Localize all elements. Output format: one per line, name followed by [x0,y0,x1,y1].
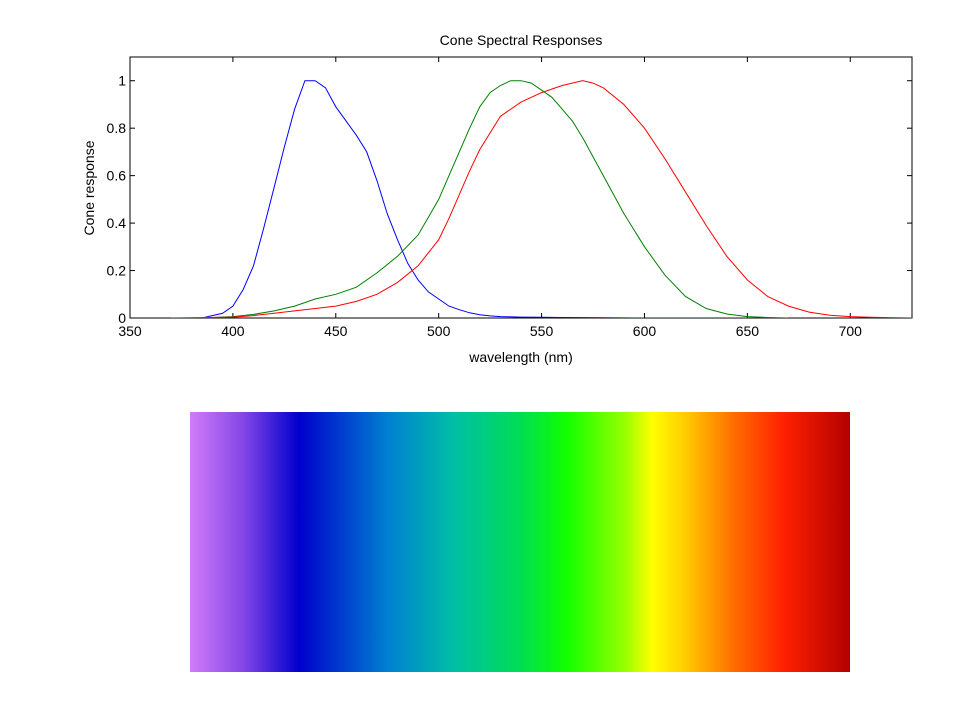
y-tick-label: 0.2 [107,263,127,279]
series-line-2 [171,80,912,318]
y-tick-label: 0.8 [107,120,127,136]
x-axis-label: wavelength (nm) [468,349,573,365]
x-tick-label: 650 [736,323,760,339]
y-axis-label: Cone response [81,140,97,235]
x-tick-label: 600 [633,323,657,339]
x-axis: 350 400 450 500 550 600 650 700 [118,57,862,339]
x-tick-label: 450 [324,323,348,339]
y-tick-label: 0.6 [107,168,127,184]
x-tick-label: 700 [839,323,863,339]
y-tick-label: 0.4 [107,215,127,231]
series-lines [171,80,912,318]
plot-area [129,56,913,319]
x-tick-label: 400 [221,323,245,339]
x-tick-label: 500 [427,323,451,339]
y-axis: 0 0.2 0.4 0.6 0.8 1 [107,73,912,326]
series-line-0 [201,80,779,318]
series-line-1 [201,80,789,318]
chart-title: Cone Spectral Responses [440,32,603,48]
spectrum-bar [190,412,850,672]
y-tick-label: 1 [118,73,126,89]
x-tick-label: 350 [118,323,142,339]
y-tick-label: 0 [118,310,126,326]
x-tick-label: 550 [530,323,554,339]
